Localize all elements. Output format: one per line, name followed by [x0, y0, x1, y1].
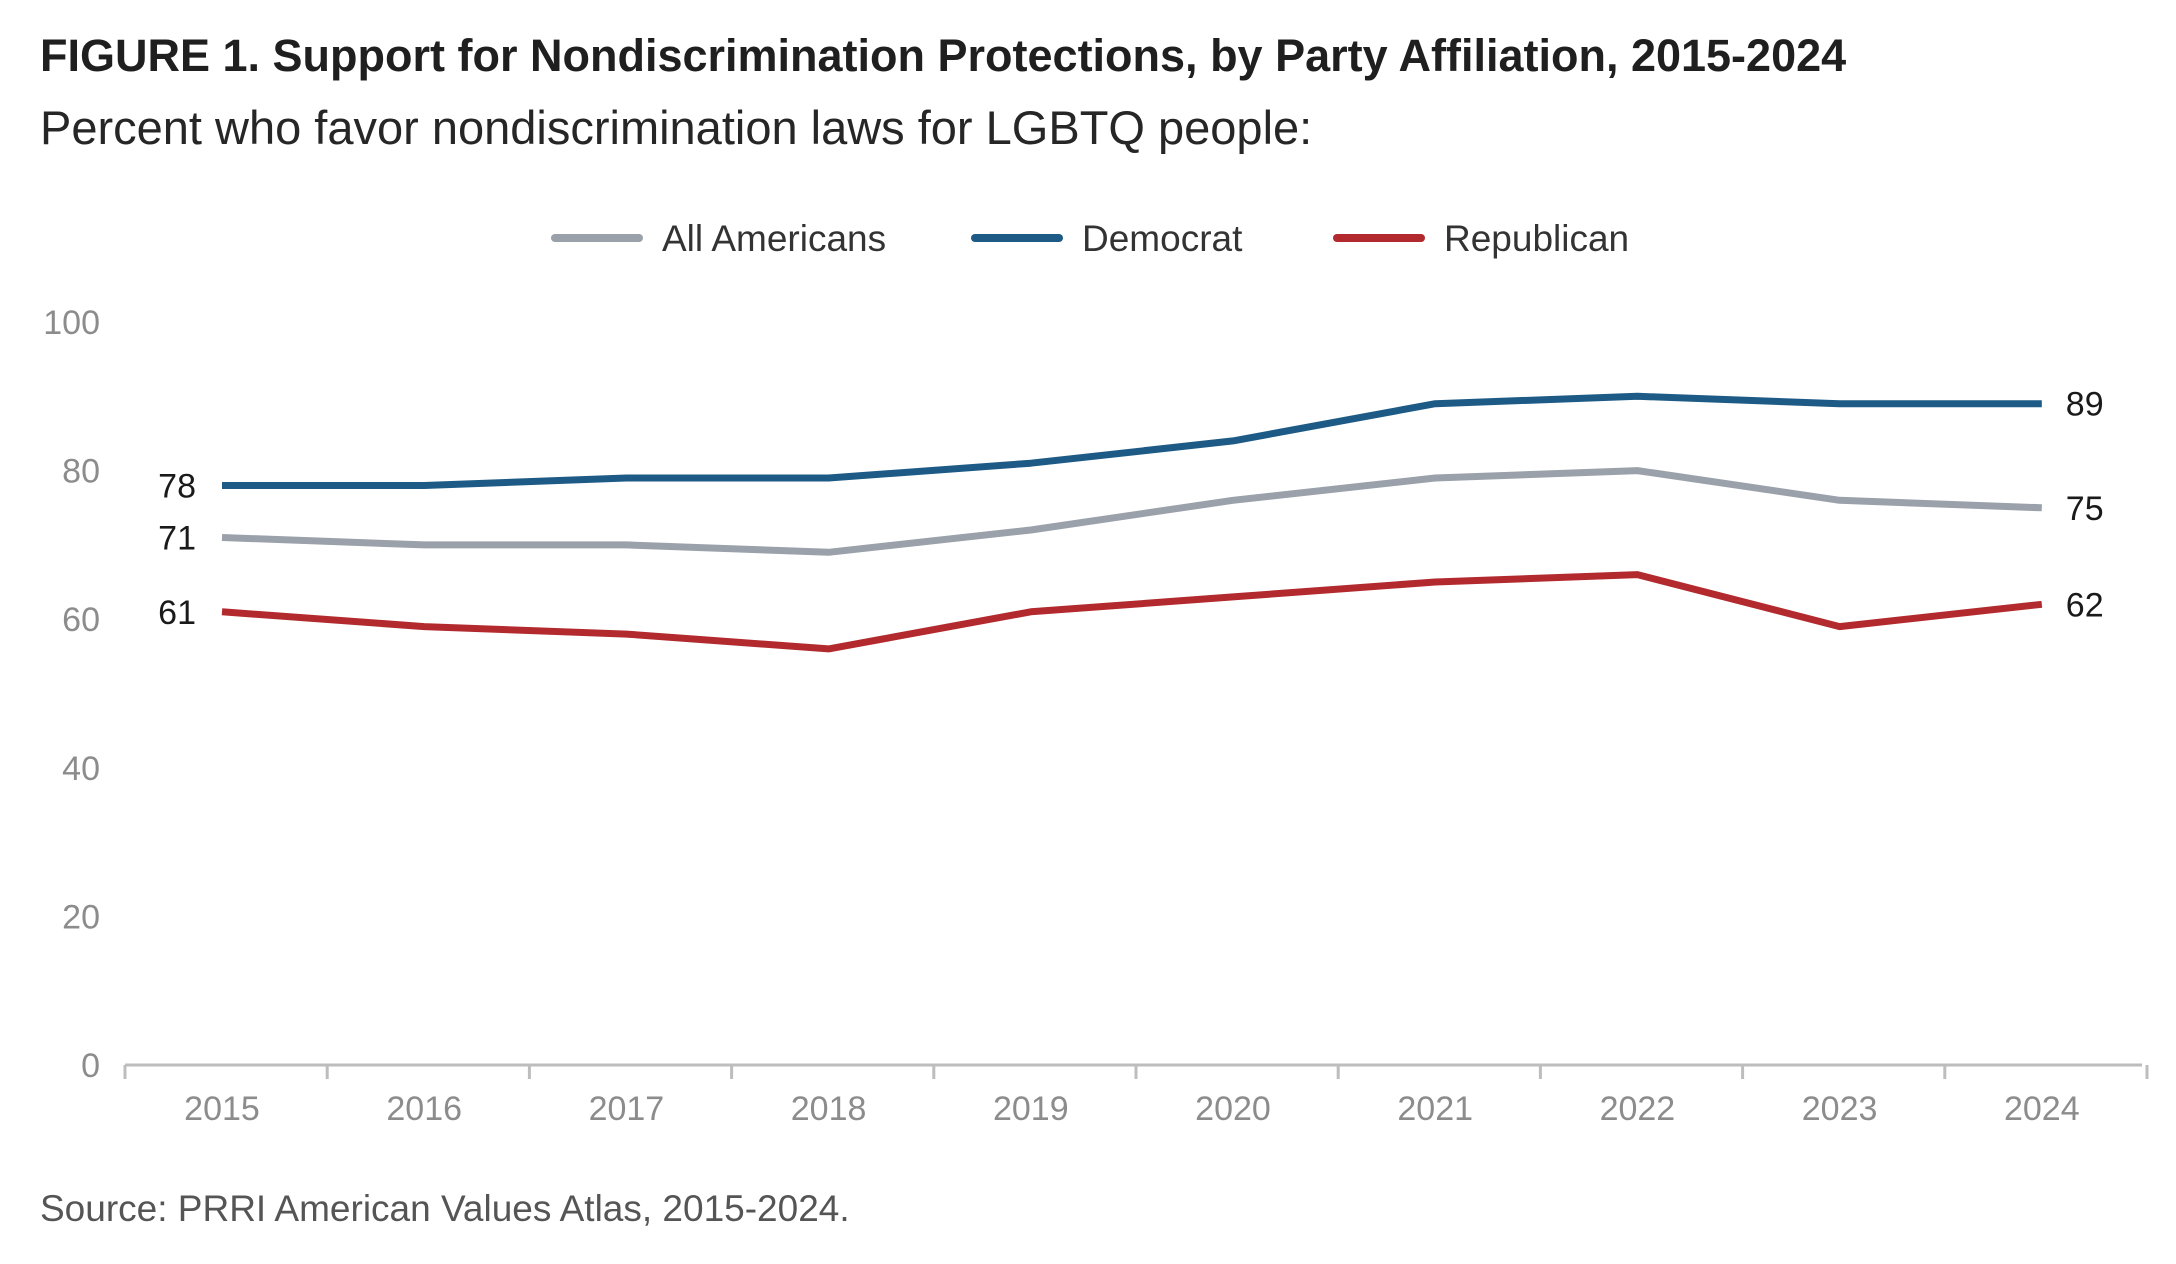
x-tick-label: 2023	[1802, 1090, 1878, 1128]
data-label-start-republican: 61	[158, 594, 196, 632]
source-note: Source: PRRI American Values Atlas, 2015…	[40, 1188, 850, 1229]
legend-label-all-americans: All Americans	[662, 218, 886, 259]
y-tick-label: 20	[62, 898, 100, 936]
x-tick-label: 2021	[1397, 1090, 1473, 1128]
y-tick-label: 100	[43, 304, 100, 342]
x-tick-label: 2015	[184, 1090, 260, 1128]
data-label-end-republican: 62	[2066, 586, 2104, 624]
y-tick-label: 40	[62, 750, 100, 788]
x-tick-label: 2016	[386, 1090, 462, 1128]
y-tick-label: 0	[81, 1047, 100, 1085]
y-tick-label: 60	[62, 601, 100, 639]
chart-legend: All Americans Democrat Republican	[551, 218, 1629, 259]
series-line-republican	[221, 571, 2043, 653]
figure-title: FIGURE 1. Support for Nondiscrimination …	[40, 30, 1847, 81]
data-label-start-all-americans: 71	[158, 519, 196, 557]
x-tick-label: 2020	[1195, 1090, 1271, 1128]
figure-subtitle: Percent who favor nondiscrimination laws…	[40, 101, 1313, 154]
series-line-democrat	[222, 392, 2042, 489]
y-axis: 0 20 40 60 80 100	[43, 304, 100, 1085]
data-label-start-democrat: 78	[158, 467, 196, 505]
x-tick-label: 2017	[589, 1090, 665, 1128]
x-axis: 2015 2016 2017 2018 2019 2020 2021 2022 2023 2024	[123, 1063, 2149, 1128]
x-tick-label: 2018	[791, 1090, 867, 1128]
data-label-end-democrat: 89	[2066, 386, 2104, 424]
legend-label-republican: Republican	[1444, 218, 1629, 259]
series-line-all-americans	[221, 467, 2042, 556]
x-tick-label: 2022	[1600, 1090, 1676, 1128]
legend-label-democrat: Democrat	[1082, 218, 1243, 259]
series-lines	[221, 392, 2043, 653]
x-tick-label: 2024	[2004, 1090, 2080, 1128]
data-label-end-all-americans: 75	[2066, 490, 2104, 528]
x-tick-label: 2019	[993, 1090, 1069, 1128]
y-tick-label: 80	[62, 453, 100, 491]
data-labels: 71 75 78 89 61 62	[158, 386, 2103, 632]
